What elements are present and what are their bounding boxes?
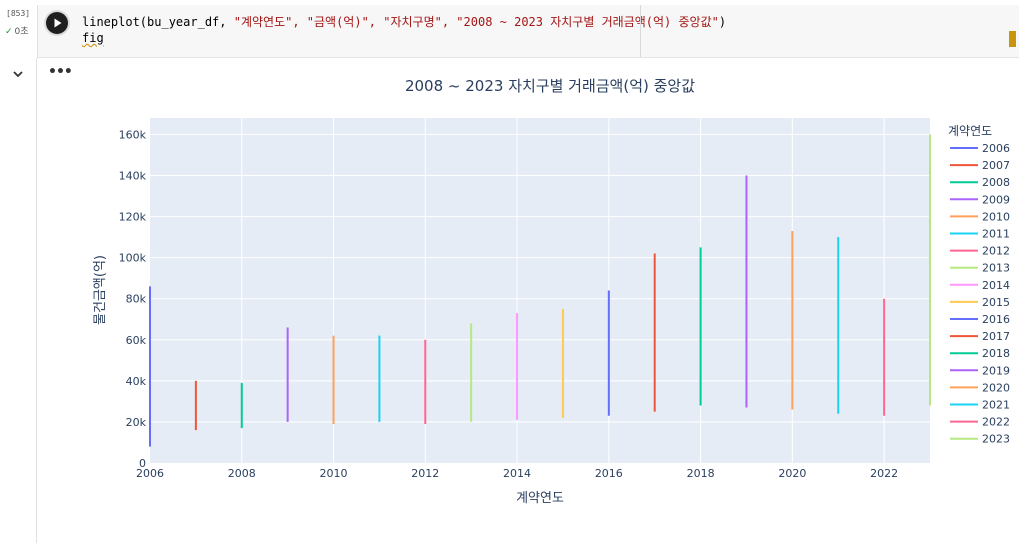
x-tick-label: 2022 bbox=[870, 467, 898, 480]
y-tick-label: 0 bbox=[139, 457, 146, 470]
x-axis-label: 계약연도 bbox=[516, 491, 564, 506]
check-icon: ✓ bbox=[5, 27, 13, 37]
chevron-down-icon bbox=[13, 71, 23, 78]
chart-output: 2008 ~ 2023 자치구별 거래금액(억) 중앙값 0 20k 40k 60k 8… bbox=[37, 58, 1019, 543]
code-string-args: "계약연도", "금액(억)", "자치구명", "2008 ~ 2023 자치… bbox=[233, 15, 719, 29]
legend-item-2022: 2022 bbox=[982, 416, 1010, 429]
legend-item-2008: 2008 bbox=[982, 176, 1010, 189]
execution-status: ✓ 0초 bbox=[5, 24, 29, 37]
y-tick-label: 80k bbox=[126, 293, 147, 306]
x-tick-label: 2006 bbox=[136, 467, 164, 480]
legend-item-2016: 2016 bbox=[982, 313, 1010, 326]
code-call: lineplot(bu_year_df, bbox=[82, 15, 234, 29]
legend-item-2021: 2021 bbox=[982, 399, 1010, 412]
collapse-output-button[interactable] bbox=[11, 66, 25, 80]
legend-item-2010: 2010 bbox=[982, 210, 1010, 223]
legend-item-2018: 2018 bbox=[982, 347, 1010, 360]
legend-item-2014: 2014 bbox=[982, 279, 1010, 292]
output-border bbox=[36, 58, 37, 543]
y-tick-label: 160k bbox=[119, 128, 147, 141]
execution-time: 0초 bbox=[14, 27, 29, 37]
legend-item-2013: 2013 bbox=[982, 262, 1010, 275]
cell-gutter: [853] ✓ 0초 bbox=[0, 0, 36, 543]
output-more-button[interactable]: ••• bbox=[48, 64, 73, 80]
legend-item-2020: 2020 bbox=[982, 381, 1010, 394]
x-tick-labels: 2006 2008 2010 2012 2014 2016 2018 2020 2022 bbox=[136, 467, 898, 480]
x-tick-label: 2014 bbox=[503, 467, 531, 480]
legend-item-2012: 2012 bbox=[982, 245, 1010, 258]
legend-item-2019: 2019 bbox=[982, 364, 1010, 377]
legend-item-2015: 2015 bbox=[982, 296, 1010, 309]
y-axis-label: 물건금액(억) bbox=[93, 255, 108, 325]
y-tick-labels: 0 20k 40k 60k 80k 100k 120k 140k 160k bbox=[119, 128, 147, 470]
legend-item-2011: 2011 bbox=[982, 228, 1010, 241]
x-tick-label: 2010 bbox=[320, 467, 348, 480]
more-horizontal-icon: ••• bbox=[48, 64, 73, 80]
y-tick-label: 120k bbox=[119, 211, 147, 224]
line-chart: 2008 ~ 2023 자치구별 거래금액(억) 중앙값 0 20k 40k 60k 8… bbox=[93, 77, 1010, 506]
execution-count: [853] bbox=[6, 9, 31, 18]
y-tick-label: 100k bbox=[119, 252, 147, 265]
play-icon bbox=[54, 18, 62, 28]
run-cell-button[interactable] bbox=[46, 12, 68, 34]
y-tick-label: 20k bbox=[126, 416, 147, 429]
x-tick-label: 2020 bbox=[778, 467, 806, 480]
y-tick-label: 40k bbox=[126, 375, 147, 388]
y-tick-label: 140k bbox=[119, 170, 147, 183]
chart-title: 2008 ~ 2023 자치구별 거래금액(억) 중앙값 bbox=[405, 77, 695, 95]
plot-area bbox=[150, 118, 930, 463]
x-tick-label: 2016 bbox=[595, 467, 623, 480]
legend-item-2007: 2007 bbox=[982, 159, 1010, 172]
code-call-close: ) bbox=[718, 15, 727, 29]
code-cell[interactable]: lineplot(bu_year_df, "계약연도", "금액(억)", "자… bbox=[37, 5, 1019, 58]
legend-item-2009: 2009 bbox=[982, 193, 1010, 206]
legend-item-2006: 2006 bbox=[982, 142, 1010, 155]
x-tick-label: 2008 bbox=[228, 467, 256, 480]
x-tick-label: 2018 bbox=[687, 467, 715, 480]
legend-item-2017: 2017 bbox=[982, 330, 1010, 343]
legend-item-2023: 2023 bbox=[982, 433, 1010, 446]
series-lines bbox=[149, 134, 931, 447]
scroll-marker bbox=[1009, 31, 1016, 47]
legend: 2006 2007 2008 2009 2010 2011 2012 2013 2014 2015… bbox=[950, 142, 1010, 446]
code-fig-line: fig bbox=[82, 31, 104, 45]
y-tick-label: 60k bbox=[126, 334, 147, 347]
legend-title: 계약연도 bbox=[948, 123, 992, 138]
code-editor[interactable]: lineplot(bu_year_df, "계약연도", "금액(억)", "자… bbox=[82, 14, 726, 46]
x-tick-label: 2012 bbox=[411, 467, 439, 480]
editor-ruler bbox=[640, 5, 641, 57]
